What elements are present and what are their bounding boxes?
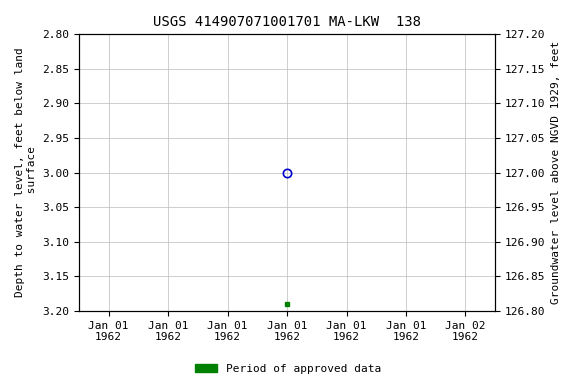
Y-axis label: Depth to water level, feet below land
 surface: Depth to water level, feet below land su…	[15, 48, 37, 298]
Legend: Period of approved data: Period of approved data	[191, 359, 385, 379]
Y-axis label: Groundwater level above NGVD 1929, feet: Groundwater level above NGVD 1929, feet	[551, 41, 561, 304]
Title: USGS 414907071001701 MA-LKW  138: USGS 414907071001701 MA-LKW 138	[153, 15, 421, 29]
